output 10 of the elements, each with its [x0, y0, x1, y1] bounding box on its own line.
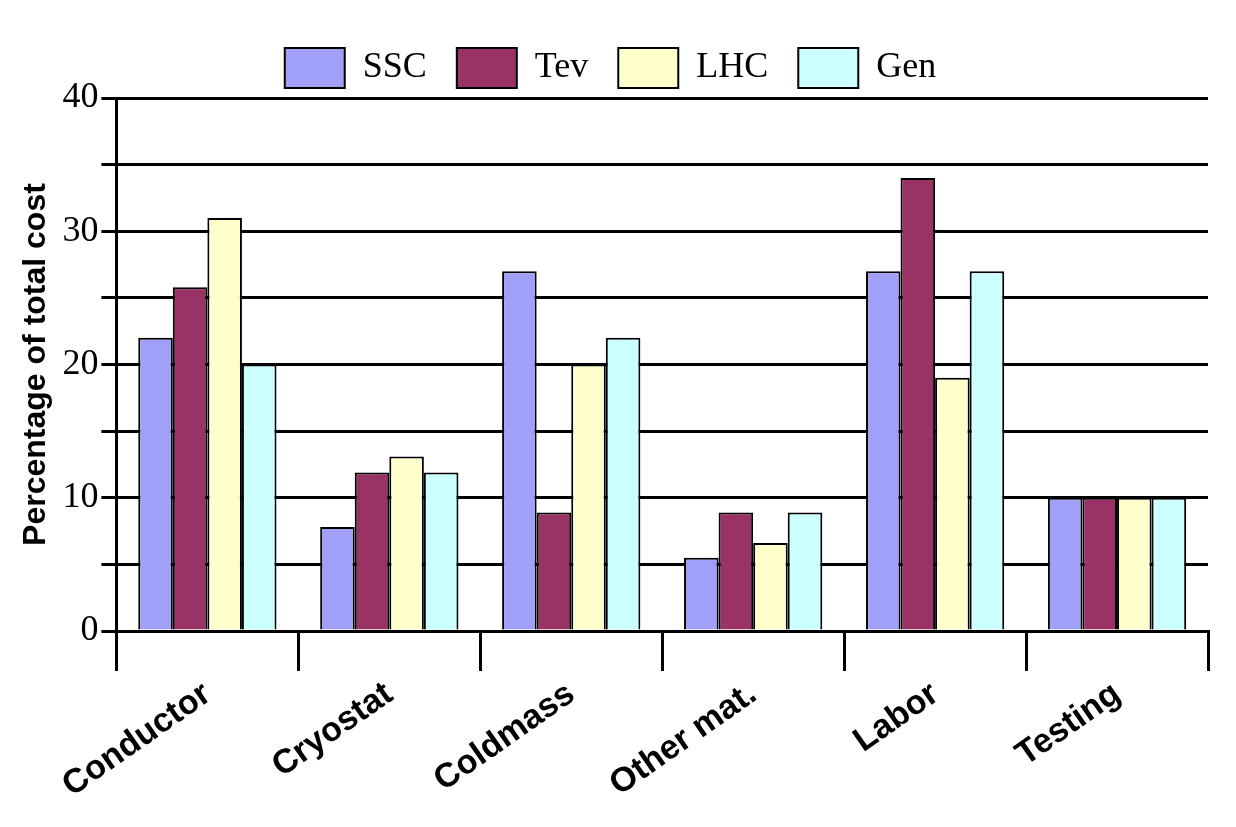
- y-tick-label: 10: [62, 475, 99, 516]
- y-tick-label: 0: [80, 608, 99, 649]
- y-axis-title: Percentage of total cost: [16, 182, 53, 546]
- legend-label: LHC: [696, 45, 769, 86]
- y-tick-label: 40: [62, 75, 99, 116]
- legend-label: Gen: [876, 45, 937, 86]
- legend-label: SSC: [362, 45, 427, 86]
- legend-label: Tev: [534, 45, 589, 86]
- y-tick-label: 20: [62, 341, 99, 382]
- y-tick-label: 30: [62, 208, 99, 249]
